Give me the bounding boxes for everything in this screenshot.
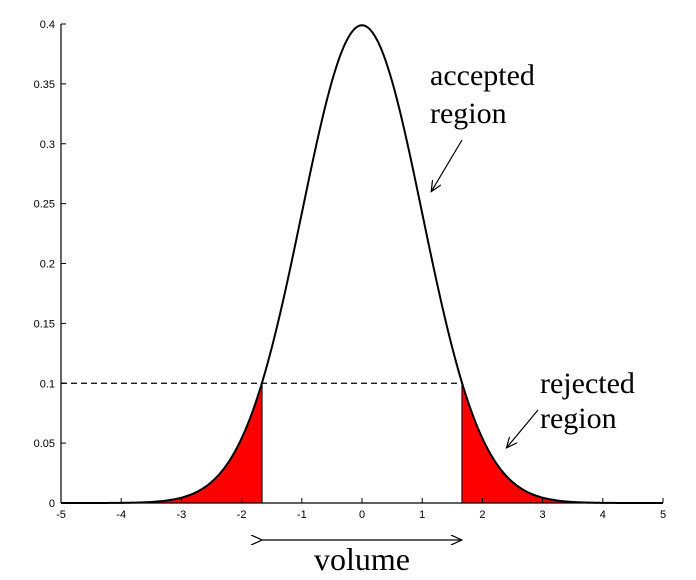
accepted-label-line-2: region — [430, 97, 507, 130]
x-tick-label: 0 — [359, 509, 365, 521]
x-tick-label: 4 — [600, 509, 606, 521]
rejected-shaded-regions — [61, 382, 663, 504]
y-tick-label: 0.3 — [40, 139, 55, 151]
y-tick-label: 0.4 — [40, 19, 55, 31]
x-axis-ticks: -5 -4 -3 -2 -1 0 1 2 3 4 5 — [56, 498, 666, 521]
x-tick-label: 5 — [660, 509, 666, 521]
y-tick-label: 0.2 — [40, 259, 55, 271]
axes: -5 -4 -3 -2 -1 0 1 2 3 4 5 00.050.10.150.20.250.30… — [34, 19, 666, 521]
y-tick-label: 0.05 — [34, 438, 55, 450]
rejected-region-left — [61, 382, 263, 504]
x-tick-label: -4 — [116, 509, 126, 521]
rejected-label-line-1: rejected — [540, 367, 635, 400]
x-axis-label: volume — [314, 541, 410, 577]
y-tick-label: 0.25 — [34, 199, 55, 211]
y-tick-label: 0.35 — [34, 79, 55, 91]
x-tick-label: 3 — [540, 509, 546, 521]
annotations: accepted region rejected region — [430, 59, 635, 448]
x-tick-label: -5 — [56, 509, 66, 521]
density-curve — [61, 24, 663, 504]
x-tick-label: 2 — [479, 509, 485, 521]
rejected-arrow — [506, 409, 539, 448]
x-tick-label: -3 — [177, 509, 187, 521]
x-tick-label: -1 — [297, 509, 307, 521]
x-tick-label: 1 — [419, 509, 425, 521]
y-tick-label: 0 — [49, 498, 55, 510]
accepted-label-line-1: accepted — [430, 59, 535, 92]
y-tick-label: 0.1 — [40, 378, 55, 390]
accepted-arrow — [431, 139, 463, 192]
rejected-region-right — [461, 382, 663, 504]
y-axis-ticks: 0 0.05 0.1 0.15 0.2 0.25 0.3 0.35 0.4 — [34, 19, 66, 510]
x-tick-label: -2 — [237, 509, 247, 521]
y-tick-label: 0.15 — [34, 318, 55, 330]
rejected-label-line-2: region — [540, 402, 617, 435]
